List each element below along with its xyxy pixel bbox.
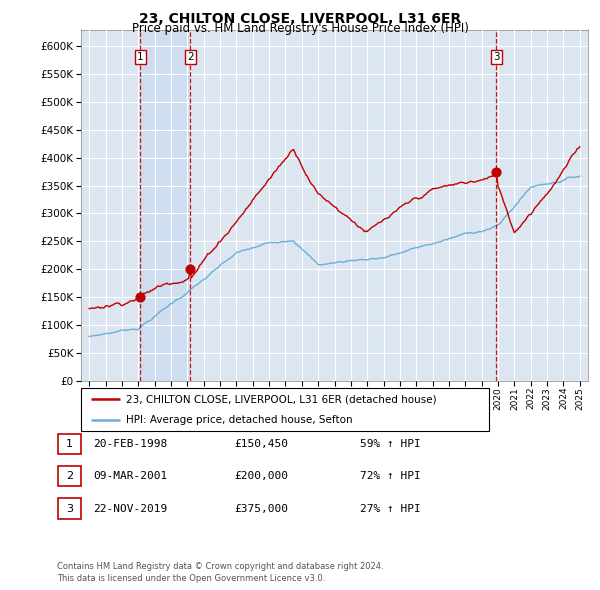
- Text: Price paid vs. HM Land Registry's House Price Index (HPI): Price paid vs. HM Land Registry's House …: [131, 22, 469, 35]
- Text: 2: 2: [66, 471, 73, 481]
- Point: [136, 292, 145, 301]
- Text: £200,000: £200,000: [234, 471, 288, 481]
- Text: This data is licensed under the Open Government Licence v3.0.: This data is licensed under the Open Gov…: [57, 574, 325, 583]
- Point: [491, 167, 501, 176]
- Bar: [140, 30, 190, 381]
- FancyBboxPatch shape: [81, 388, 489, 431]
- Text: 59% ↑ HPI: 59% ↑ HPI: [360, 439, 421, 448]
- Text: 27% ↑ HPI: 27% ↑ HPI: [360, 504, 421, 513]
- FancyBboxPatch shape: [58, 466, 81, 486]
- Text: 1: 1: [137, 53, 143, 63]
- Text: 3: 3: [66, 504, 73, 513]
- Text: Contains HM Land Registry data © Crown copyright and database right 2024.: Contains HM Land Registry data © Crown c…: [57, 562, 383, 571]
- FancyBboxPatch shape: [58, 499, 81, 519]
- Text: £375,000: £375,000: [234, 504, 288, 513]
- Text: HPI: Average price, detached house, Sefton: HPI: Average price, detached house, Seft…: [126, 415, 353, 425]
- Text: 3: 3: [493, 53, 500, 63]
- Text: 20-FEB-1998: 20-FEB-1998: [93, 439, 167, 448]
- Text: 09-MAR-2001: 09-MAR-2001: [93, 471, 167, 481]
- Point: [185, 264, 195, 274]
- Text: 23, CHILTON CLOSE, LIVERPOOL, L31 6ER: 23, CHILTON CLOSE, LIVERPOOL, L31 6ER: [139, 12, 461, 26]
- Text: 1: 1: [66, 439, 73, 448]
- Text: 22-NOV-2019: 22-NOV-2019: [93, 504, 167, 513]
- Text: 72% ↑ HPI: 72% ↑ HPI: [360, 471, 421, 481]
- Text: 2: 2: [187, 53, 194, 63]
- Text: £150,450: £150,450: [234, 439, 288, 448]
- FancyBboxPatch shape: [58, 434, 81, 454]
- Text: 23, CHILTON CLOSE, LIVERPOOL, L31 6ER (detached house): 23, CHILTON CLOSE, LIVERPOOL, L31 6ER (d…: [126, 394, 437, 404]
